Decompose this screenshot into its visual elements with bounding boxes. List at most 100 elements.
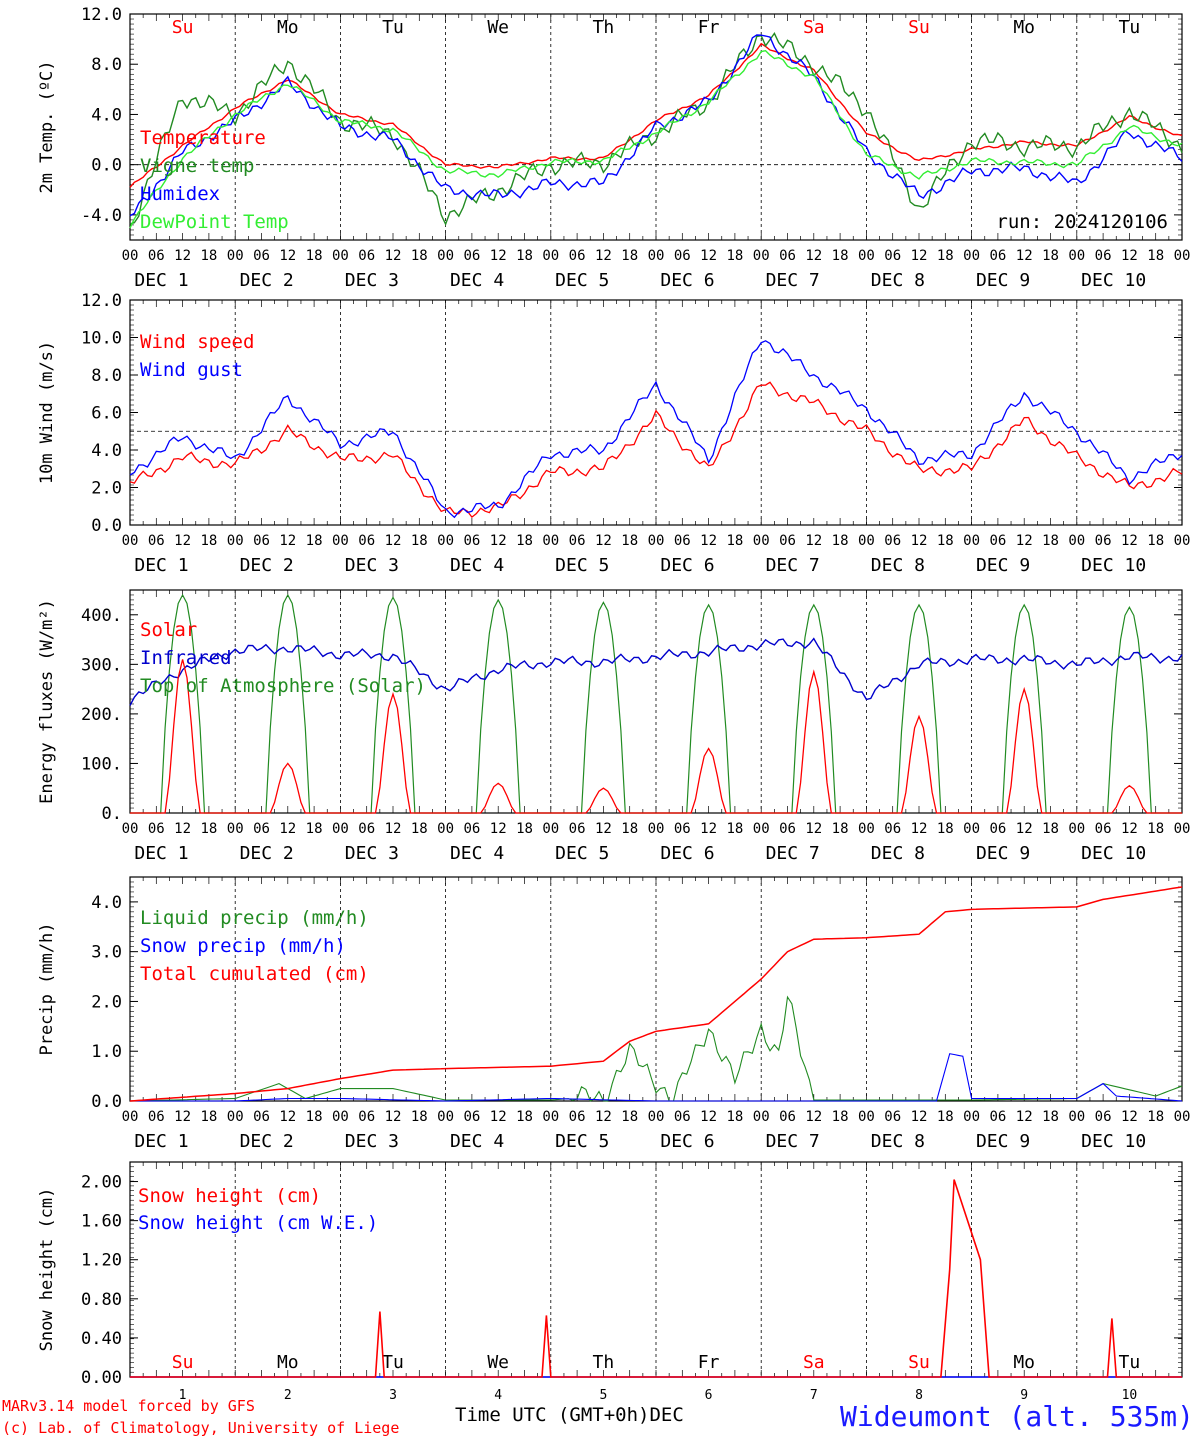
y-tick-label: 4.0 bbox=[91, 105, 122, 125]
legend-entry: Humidex bbox=[140, 183, 220, 205]
x-hour-label: 12 bbox=[1016, 533, 1033, 549]
legend-entry: Top of Atmosphere (Solar) bbox=[140, 675, 426, 697]
x-hour-label: 06 bbox=[1095, 248, 1112, 264]
panel-2: 12.0 10.0 8.0 6.0 4.0 2.0 0.0 10m Wind (m/s) 00 0… bbox=[37, 291, 1190, 576]
x-date-label: DEC 1 bbox=[134, 270, 188, 291]
x-date-label: DEC 7 bbox=[766, 1131, 820, 1152]
x-hour-label: 00 bbox=[542, 248, 559, 264]
x-day-number: 7 bbox=[810, 1388, 818, 1403]
x-hour-label: 18 bbox=[1147, 821, 1164, 837]
x-hour-label: 18 bbox=[1042, 533, 1059, 549]
x-hour-label: 18 bbox=[621, 533, 638, 549]
x-hour-label: 06 bbox=[884, 533, 901, 549]
weekday-label: Th bbox=[593, 17, 615, 38]
x-hour-label: 12 bbox=[490, 533, 507, 549]
x-hour-label: 06 bbox=[779, 821, 796, 837]
x-hour-label: 06 bbox=[253, 533, 270, 549]
x-hour-label: 06 bbox=[148, 1109, 165, 1125]
x-hour-label: 18 bbox=[832, 1109, 849, 1125]
y-tick-label: -4.0 bbox=[81, 206, 122, 226]
x-hour-label: 18 bbox=[937, 533, 954, 549]
x-hour-label: 00 bbox=[122, 1109, 139, 1125]
x-hour-label: 00 bbox=[1068, 821, 1085, 837]
x-hour-label: 18 bbox=[411, 533, 428, 549]
y-axis-label: Snow height (cm) bbox=[37, 1188, 57, 1352]
x-hour-label: 06 bbox=[779, 533, 796, 549]
x-hour-label: 06 bbox=[674, 248, 691, 264]
x-hour-label: 12 bbox=[174, 1109, 191, 1125]
y-axis-label: Energy fluxes (W/m²) bbox=[37, 599, 57, 804]
panel-1: 12.08.04.00.0-4.02m Temp. (ºC)00 06 12 18DE… bbox=[37, 5, 1190, 291]
y-axis-label: 10m Wind (m/s) bbox=[37, 341, 57, 484]
panel-5: 2.00 1.60 1.20 0.80 0.40 0.00 Snow height (cm)… bbox=[37, 1161, 1183, 1403]
x-date-label: DEC 7 bbox=[766, 843, 820, 864]
x-hour-label: 18 bbox=[516, 533, 533, 549]
plot-frame bbox=[129, 589, 1183, 814]
x-hour-label: 12 bbox=[490, 1109, 507, 1125]
x-hour-label: 00 bbox=[437, 1109, 454, 1125]
x-hour-label: 06 bbox=[1095, 1109, 1112, 1125]
x-hour-label: 18 bbox=[516, 821, 533, 837]
time-axis-month: DEC bbox=[649, 1404, 684, 1426]
x-date-label: DEC 5 bbox=[555, 555, 609, 576]
x-hour-label: 06 bbox=[463, 821, 480, 837]
x-day-number: 8 bbox=[915, 1388, 923, 1403]
x-hour-label: 00 bbox=[753, 821, 770, 837]
y-tick-label: 0.0 bbox=[91, 516, 122, 536]
y-tick-label: 0.40 bbox=[81, 1329, 122, 1349]
y-tick-label: 12.0 bbox=[81, 5, 122, 25]
x-hour-label: 00 bbox=[1174, 533, 1191, 549]
x-hour-label: 00 bbox=[648, 533, 665, 549]
x-hour-label: 00 bbox=[1174, 821, 1191, 837]
x-hour-label: 00 bbox=[332, 1109, 349, 1125]
y-tick-label: 12.0 bbox=[81, 291, 122, 311]
legend-entry: Snow precip (mm/h) bbox=[140, 935, 346, 957]
x-day-number: 3 bbox=[389, 1388, 397, 1403]
weekday-label: Tu bbox=[1119, 17, 1141, 38]
series-line-snow-height-cm- bbox=[130, 1179, 1182, 1378]
x-hour-label: 06 bbox=[253, 1109, 270, 1125]
x-hour-label: 12 bbox=[279, 821, 296, 837]
x-date-label: DEC 2 bbox=[240, 1131, 294, 1152]
x-hour-label: 06 bbox=[463, 1109, 480, 1125]
x-hour-label: 00 bbox=[122, 248, 139, 264]
x-date-label: DEC 10 bbox=[1081, 270, 1146, 291]
legend-entry: Liquid precip (mm/h) bbox=[140, 907, 369, 929]
time-axis-title: Time UTC (GMT+0h)DEC bbox=[455, 1404, 684, 1426]
weekday-label: Su bbox=[908, 1352, 930, 1373]
y-tick-label: 200. bbox=[81, 705, 122, 725]
legend-entry: Temperature bbox=[140, 127, 266, 149]
x-hour-label: 00 bbox=[227, 1109, 244, 1125]
x-hour-label: 12 bbox=[279, 1109, 296, 1125]
series-line-solar bbox=[130, 659, 1182, 814]
y-tick-label: 2.0 bbox=[91, 992, 122, 1012]
x-hour-label: 18 bbox=[832, 821, 849, 837]
x-date-label: DEC 5 bbox=[555, 270, 609, 291]
x-date-label: DEC 3 bbox=[345, 270, 399, 291]
x-hour-label: 12 bbox=[595, 821, 612, 837]
x-hour-label: 18 bbox=[306, 248, 323, 264]
x-hour-label: 12 bbox=[911, 533, 928, 549]
x-hour-label: 18 bbox=[621, 1109, 638, 1125]
x-day-number: 1 bbox=[179, 1388, 187, 1403]
x-hour-label: 06 bbox=[779, 248, 796, 264]
x-day-number: 4 bbox=[494, 1388, 502, 1403]
x-hour-label: 00 bbox=[437, 533, 454, 549]
y-tick-label: 3.0 bbox=[91, 943, 122, 963]
y-tick-label: 0.80 bbox=[81, 1290, 122, 1310]
x-hour-label: 12 bbox=[279, 248, 296, 264]
x-hour-label: 12 bbox=[911, 248, 928, 264]
x-hour-label: 00 bbox=[648, 1109, 665, 1125]
y-tick-label: 2.00 bbox=[81, 1173, 122, 1193]
x-hour-label: 18 bbox=[516, 248, 533, 264]
x-hour-label: 12 bbox=[490, 248, 507, 264]
x-hour-label: 18 bbox=[1147, 1109, 1164, 1125]
x-hour-label: 00 bbox=[227, 248, 244, 264]
x-hour-label: 06 bbox=[989, 248, 1006, 264]
x-hour-label: 18 bbox=[200, 821, 217, 837]
y-tick-label: 1.60 bbox=[81, 1212, 122, 1232]
series-line-snow-precip bbox=[130, 1053, 1183, 1102]
x-hour-label: 06 bbox=[1095, 821, 1112, 837]
x-hour-label: 18 bbox=[726, 821, 743, 837]
x-hour-label: 18 bbox=[306, 821, 323, 837]
